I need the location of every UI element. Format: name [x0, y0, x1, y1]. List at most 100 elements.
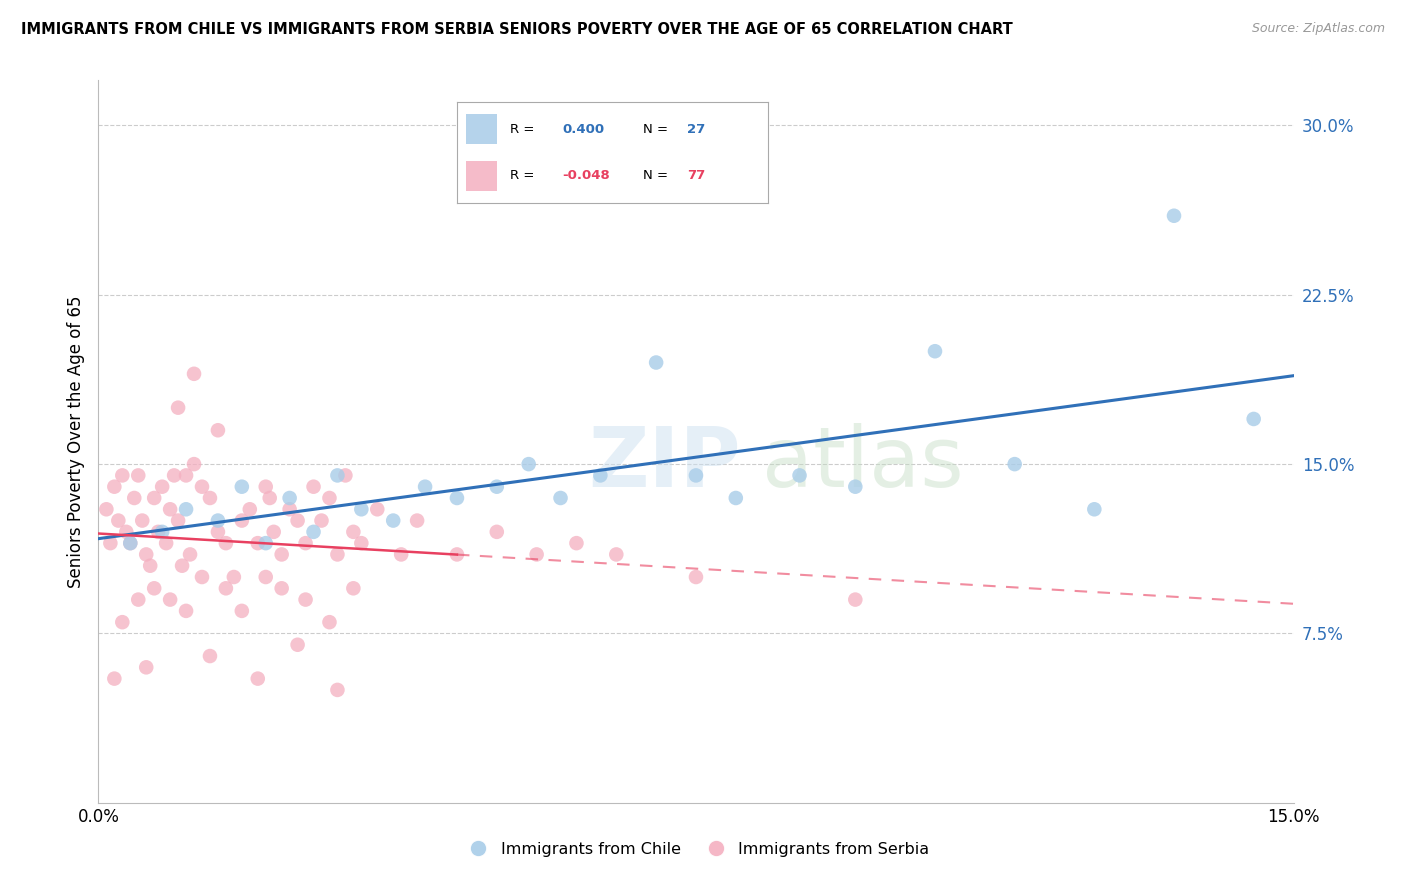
Point: [326, 682, 349, 697]
Point: [326, 468, 349, 483]
Point: [844, 592, 866, 607]
Point: [143, 491, 166, 505]
Point: [278, 491, 301, 505]
Point: [382, 514, 405, 528]
Point: [311, 514, 333, 528]
Point: [1004, 457, 1026, 471]
Point: [485, 524, 508, 539]
Point: [174, 604, 197, 618]
Point: [150, 524, 173, 539]
Point: [120, 536, 142, 550]
Point: [231, 514, 253, 528]
Point: [1083, 502, 1105, 516]
Point: [254, 536, 277, 550]
Point: [366, 502, 388, 516]
Point: [789, 468, 811, 483]
Point: [131, 514, 153, 528]
Point: [191, 480, 214, 494]
Point: [302, 524, 325, 539]
Point: [446, 491, 468, 505]
Point: [159, 592, 181, 607]
Point: [159, 502, 181, 516]
Text: ZIP: ZIP: [589, 423, 741, 504]
Point: [139, 558, 162, 573]
Point: [207, 514, 229, 528]
Point: [127, 592, 149, 607]
Legend: Immigrants from Chile, Immigrants from Serbia: Immigrants from Chile, Immigrants from S…: [456, 836, 936, 863]
Text: IMMIGRANTS FROM CHILE VS IMMIGRANTS FROM SERBIA SENIORS POVERTY OVER THE AGE OF : IMMIGRANTS FROM CHILE VS IMMIGRANTS FROM…: [21, 22, 1012, 37]
Point: [198, 491, 221, 505]
Point: [294, 592, 316, 607]
Point: [111, 615, 134, 630]
Point: [924, 344, 946, 359]
Y-axis label: Seniors Poverty Over the Age of 65: Seniors Poverty Over the Age of 65: [66, 295, 84, 588]
Point: [167, 514, 190, 528]
Point: [179, 548, 201, 562]
Point: [183, 367, 205, 381]
Point: [685, 468, 707, 483]
Point: [150, 480, 173, 494]
Point: [172, 558, 194, 573]
Point: [1243, 412, 1265, 426]
Point: [231, 604, 253, 618]
Point: [318, 615, 340, 630]
Point: [115, 524, 138, 539]
Point: [287, 638, 309, 652]
Point: [183, 457, 205, 471]
Point: [135, 548, 157, 562]
Point: [107, 514, 129, 528]
Point: [155, 536, 177, 550]
Point: [174, 468, 197, 483]
Point: [350, 536, 373, 550]
Point: [254, 480, 277, 494]
Text: Source: ZipAtlas.com: Source: ZipAtlas.com: [1251, 22, 1385, 36]
Point: [342, 524, 364, 539]
Point: [167, 401, 190, 415]
Point: [215, 536, 238, 550]
Point: [207, 524, 229, 539]
Point: [98, 536, 122, 550]
Point: [215, 582, 238, 596]
Point: [124, 491, 146, 505]
Point: [103, 672, 125, 686]
Point: [254, 570, 277, 584]
Point: [246, 536, 269, 550]
Point: [143, 582, 166, 596]
Point: [270, 582, 292, 596]
Point: [103, 480, 125, 494]
Point: [589, 468, 612, 483]
Point: [318, 491, 340, 505]
Point: [148, 524, 170, 539]
Point: [446, 548, 468, 562]
Point: [645, 355, 668, 369]
Point: [191, 570, 214, 584]
Point: [246, 672, 269, 686]
Point: [231, 480, 253, 494]
Point: [526, 548, 548, 562]
Point: [135, 660, 157, 674]
Point: [565, 536, 588, 550]
Text: atlas: atlas: [762, 423, 963, 504]
Point: [111, 468, 134, 483]
Point: [287, 514, 309, 528]
Point: [294, 536, 316, 550]
Point: [239, 502, 262, 516]
Point: [198, 648, 221, 663]
Point: [120, 536, 142, 550]
Point: [389, 548, 412, 562]
Point: [163, 468, 186, 483]
Point: [326, 548, 349, 562]
Point: [259, 491, 281, 505]
Point: [207, 423, 229, 437]
Point: [127, 468, 149, 483]
Point: [517, 457, 540, 471]
Point: [844, 480, 866, 494]
Point: [270, 548, 292, 562]
Point: [174, 502, 197, 516]
Point: [685, 570, 707, 584]
Point: [335, 468, 357, 483]
Point: [485, 480, 508, 494]
Point: [302, 480, 325, 494]
Point: [278, 502, 301, 516]
Point: [550, 491, 572, 505]
